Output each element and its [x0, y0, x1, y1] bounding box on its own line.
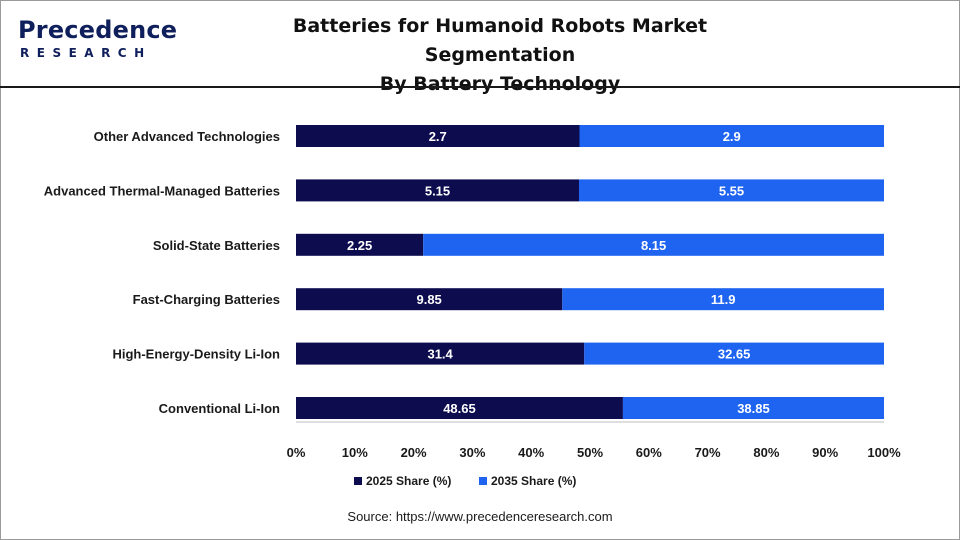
- data-label: 48.65: [443, 401, 476, 416]
- category-label: Other Advanced Technologies: [94, 129, 280, 144]
- precedence-research-logo: Precedence RESEARCH: [18, 16, 177, 64]
- x-tick-label: 30%: [459, 445, 485, 460]
- bar-2035: [579, 125, 884, 147]
- bar-2035: [562, 288, 884, 311]
- logo-subtext: RESEARCH: [20, 46, 152, 60]
- data-label: 8.15: [641, 238, 666, 253]
- bar-2025: [296, 342, 585, 365]
- x-tick-label: 80%: [753, 445, 779, 460]
- legend-swatch-2035: [479, 477, 487, 485]
- x-tick-label: 50%: [577, 445, 603, 460]
- x-tick-label: 10%: [342, 445, 368, 460]
- chart-title-line-2: By Battery Technology: [379, 73, 621, 95]
- legend-label-2025: 2025 Share (%): [366, 474, 451, 488]
- header-divider: [0, 86, 960, 88]
- data-label: 5.55: [719, 183, 744, 198]
- data-label: 5.15: [425, 183, 450, 198]
- source-note: Source: https://www.precedenceresearch.c…: [347, 509, 613, 524]
- bar-2035: [584, 342, 884, 365]
- category-label: Fast-Charging Batteries: [133, 292, 280, 307]
- x-tick-label: 90%: [812, 445, 838, 460]
- category-label: Solid-State Batteries: [153, 238, 280, 253]
- bar-2025: [296, 397, 623, 419]
- chart-title-line-1: Batteries for Humanoid Robots Market Seg…: [292, 15, 708, 66]
- data-label: 2.25: [347, 238, 372, 253]
- data-label: 32.65: [718, 347, 751, 362]
- data-label: 9.85: [416, 292, 441, 307]
- x-tick-label: 40%: [518, 445, 544, 460]
- data-label: 31.4: [427, 347, 453, 362]
- data-label: 2.9: [723, 129, 741, 144]
- data-label: 2.7: [429, 129, 447, 144]
- logo-wordmark: Precedence: [18, 16, 178, 44]
- data-label: 11.9: [711, 292, 736, 307]
- bar-2035: [579, 179, 884, 202]
- legend-label-2035: 2035 Share (%): [491, 474, 576, 488]
- data-label: 38.85: [737, 401, 770, 416]
- bar-2025: [296, 288, 563, 311]
- x-tick-label: 70%: [695, 445, 721, 460]
- x-tick-label: 20%: [401, 445, 427, 460]
- bar-2035: [423, 233, 884, 256]
- category-label: High-Energy-Density Li-Ion: [112, 347, 280, 362]
- chart-title: Batteries for Humanoid Robots Market Seg…: [250, 12, 750, 99]
- category-label: Advanced Thermal-Managed Batteries: [44, 183, 280, 198]
- bar-2025: [296, 233, 424, 256]
- bar-2025: [296, 125, 580, 147]
- legend-swatch-2025: [354, 477, 362, 485]
- x-tick-label: 100%: [867, 445, 901, 460]
- x-tick-label: 0%: [287, 445, 306, 460]
- category-label: Conventional Li-Ion: [159, 401, 280, 416]
- bar-2025: [296, 179, 580, 202]
- bar-2035: [622, 397, 884, 419]
- x-tick-label: 60%: [636, 445, 662, 460]
